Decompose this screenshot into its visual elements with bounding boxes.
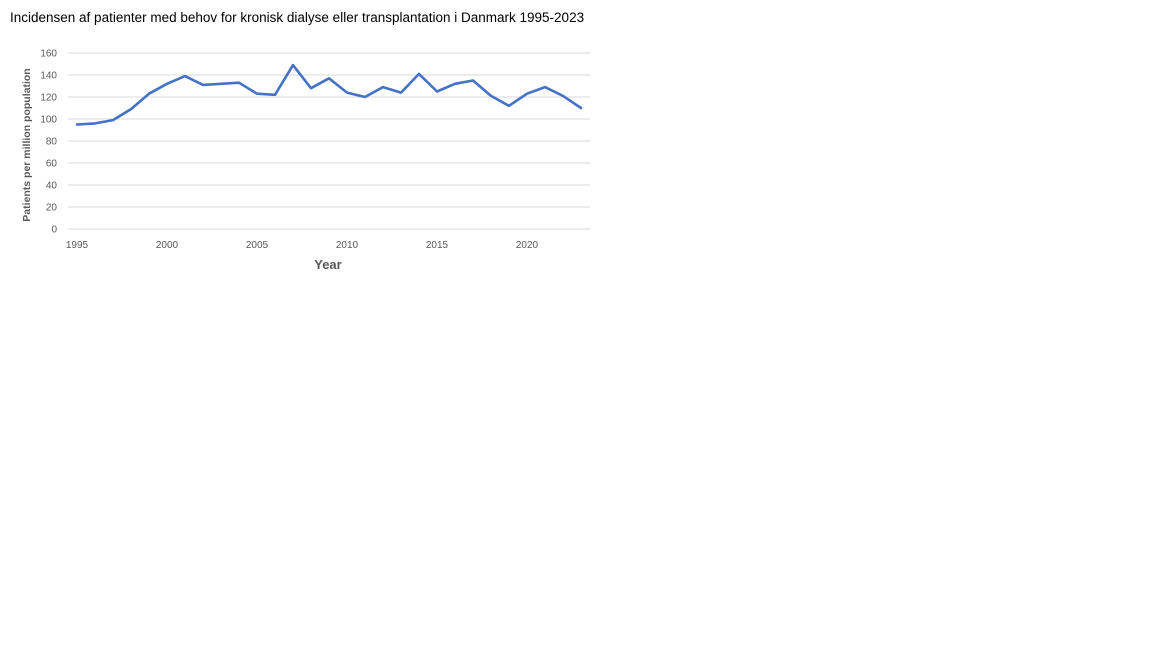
- y-tick-label: 120: [40, 93, 57, 104]
- x-tick-label: 2015: [426, 240, 449, 251]
- x-axis-ticks: 1995 2000 2005 2010 2015 2020: [66, 240, 539, 251]
- y-tick-label: 60: [46, 159, 58, 170]
- y-tick-label: 100: [40, 115, 57, 126]
- y-tick-label: 0: [51, 225, 57, 236]
- x-tick-label: 2020: [516, 240, 539, 251]
- x-tick-label: 2010: [336, 240, 359, 251]
- series-line-0: [75, 63, 583, 126]
- x-tick-label: 2005: [246, 240, 269, 251]
- series-layer: [75, 63, 583, 126]
- y-axis-title: Patients per million population: [21, 68, 33, 221]
- y-tick-label: 160: [40, 49, 57, 60]
- y-tick-label: 80: [46, 137, 58, 148]
- chart-title: Incidensen af patienter med behov for kr…: [10, 10, 585, 25]
- y-axis-ticks: 0 20 40 60 80 100 120 140 160: [40, 49, 57, 236]
- y-tick-label: 40: [46, 181, 58, 192]
- y-tick-label: 140: [40, 71, 57, 82]
- x-tick-label: 2000: [156, 240, 179, 251]
- x-tick-label: 1995: [66, 240, 89, 251]
- x-axis-title: Year: [314, 257, 341, 272]
- gridlines: [68, 52, 590, 230]
- y-tick-label: 20: [46, 203, 58, 214]
